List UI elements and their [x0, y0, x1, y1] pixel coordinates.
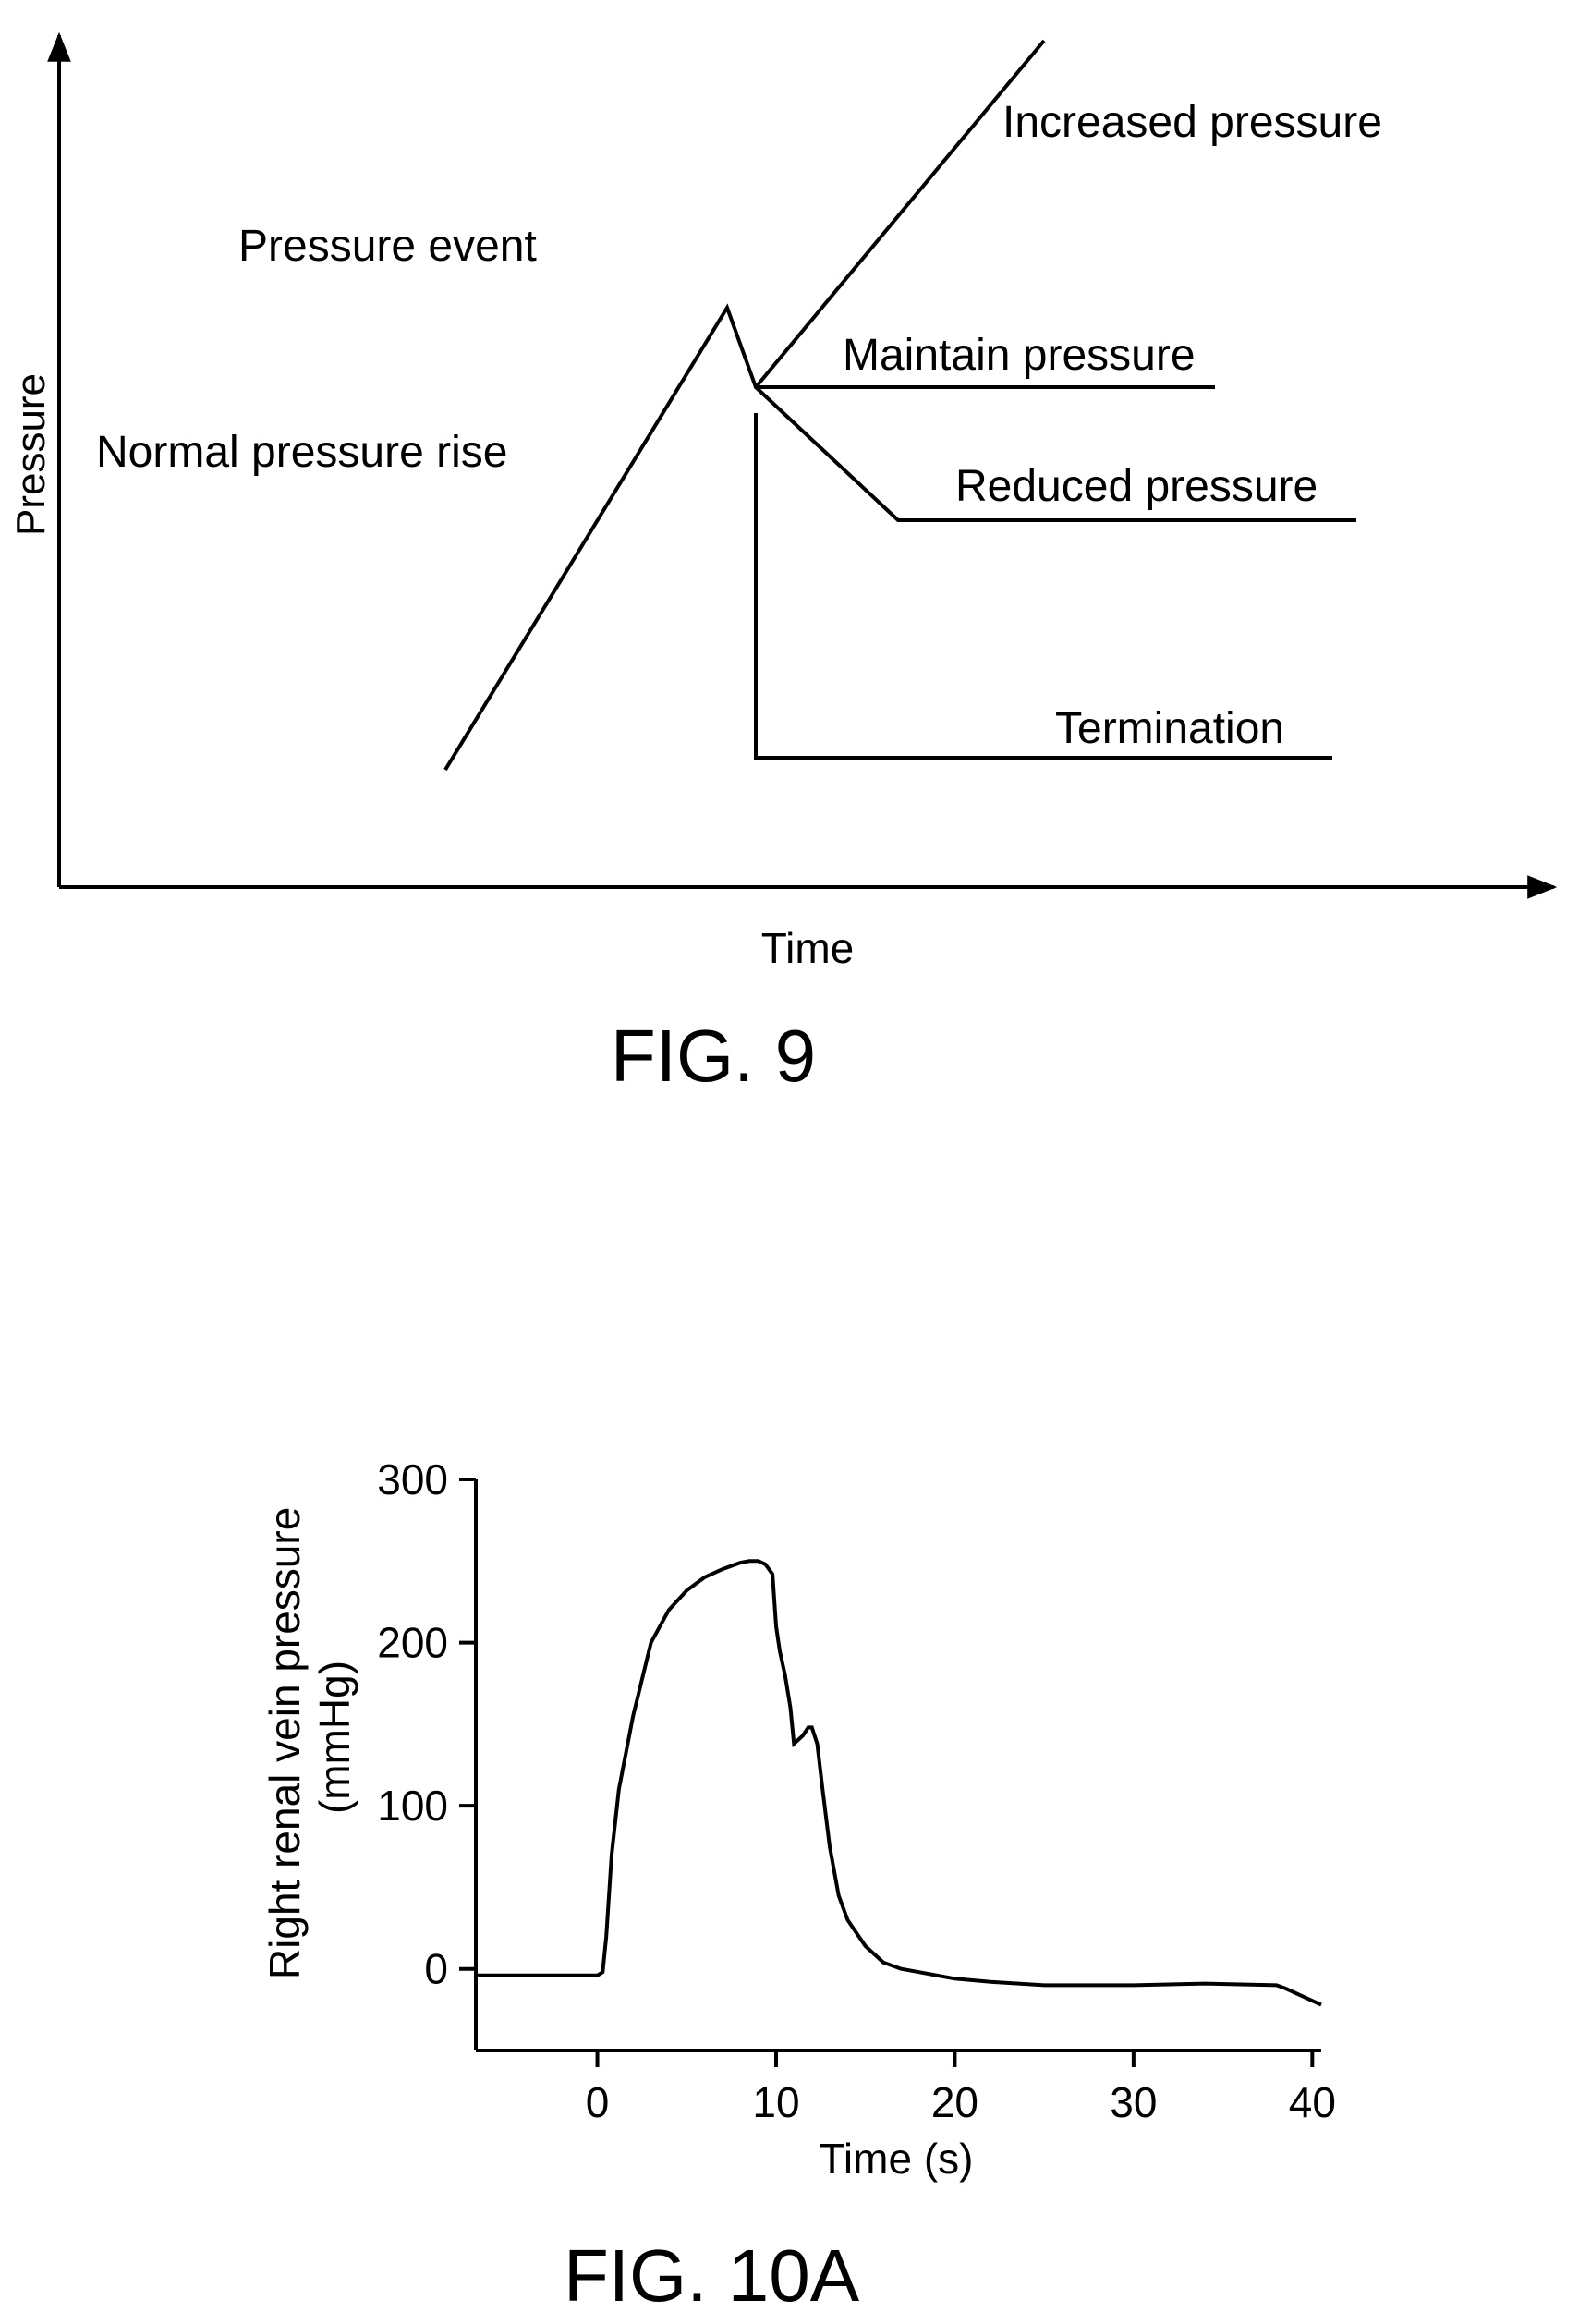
fig10a-x-tick-label: 20	[931, 2078, 978, 2126]
fig10a-y-ticks: 0 100 200 300	[377, 1455, 476, 1993]
fig10a-y-axis-label: Right renal vein pressure (mmHg)	[261, 1495, 358, 1979]
fig10a-x-tick-label: 40	[1289, 2078, 1336, 2126]
fig10a-series-line	[476, 1559, 1322, 2007]
fig9-termination-line	[754, 413, 1332, 760]
fig9-series-line	[443, 303, 764, 772]
fig9-reduced-pressure-line	[754, 385, 1356, 522]
fig10a-y-tick-label: 0	[424, 1945, 448, 1993]
fig9-annotation-termination: Termination	[1055, 704, 1284, 753]
fig10a-y-tick-label: 300	[377, 1455, 448, 1503]
fig9-annotation-increased: Increased pressure	[1002, 98, 1382, 147]
fig10a-x-axis-label: Time (s)	[820, 2135, 974, 2183]
fig10a-x-tick-label: 10	[752, 2078, 799, 2126]
fig9-caption: FIG. 9	[611, 1015, 816, 1097]
fig9-annotation-maintain: Maintain pressure	[843, 331, 1196, 380]
fig9-x-axis-label: Time	[761, 924, 855, 972]
fig9-increased-pressure-line	[754, 39, 1046, 389]
fig9-annotation-reduced: Reduced pressure	[955, 462, 1318, 511]
fig10a-y-axis-label-line2: (mmHg)	[310, 1661, 358, 1814]
fig9-y-axis-label: Pressure	[8, 373, 54, 536]
fig9-annotation-pressure-event: Pressure event	[238, 222, 537, 271]
fig10a-y-tick-label: 200	[377, 1619, 448, 1667]
fig10a-x-tick-label: 30	[1110, 2078, 1157, 2126]
fig10a-chart: 0 100 200 300 0 10 20 30 40 Right renal vein pr…	[261, 1455, 1336, 2317]
fig10a-x-ticks: 0 10 20 30 40	[586, 2050, 1336, 2126]
fig10a-y-axis-label-line1: Right renal vein pressure	[261, 1507, 309, 1979]
fig9-annotation-normal-rise: Normal pressure rise	[96, 428, 507, 477]
fig10a-caption: FIG. 10A	[564, 2234, 860, 2317]
fig10a-y-tick-label: 100	[377, 1782, 448, 1830]
fig10a-x-tick-label: 0	[586, 2078, 610, 2126]
fig9-chart: Pressure Time Increased pressure Pressur…	[8, 31, 1558, 1097]
